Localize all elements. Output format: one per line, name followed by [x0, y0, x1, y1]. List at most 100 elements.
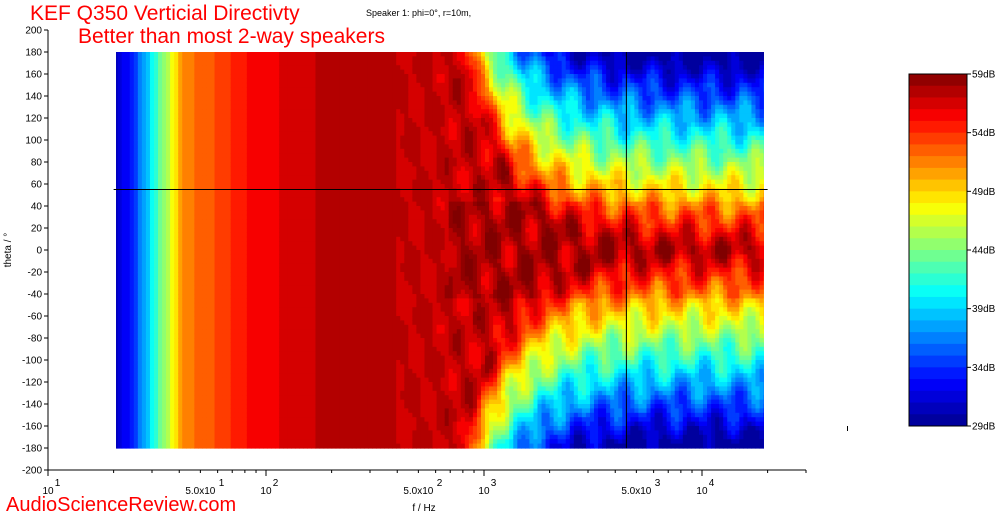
heatmap-cell	[238, 412, 244, 418]
heatmap-cell	[210, 417, 216, 423]
heatmap-cell	[141, 210, 147, 216]
heatmap-cell	[230, 355, 236, 361]
heatmap-cell	[307, 289, 313, 295]
heatmap-cell	[275, 87, 280, 93]
heatmap-cell	[291, 104, 296, 110]
heatmap-cell	[275, 232, 280, 238]
heatmap-cell	[262, 197, 268, 203]
heatmap-cell	[125, 258, 131, 264]
heatmap-cell	[149, 135, 155, 141]
heatmap-cell	[145, 404, 151, 409]
heatmap-cell	[214, 377, 220, 383]
heatmap-cell	[335, 126, 341, 132]
heatmap-cell	[291, 52, 296, 57]
heatmap-cell	[202, 342, 208, 348]
heatmap-cell	[315, 364, 321, 370]
heatmap-cell	[331, 232, 337, 238]
heatmap-cell	[137, 91, 143, 97]
heatmap-cell	[226, 324, 232, 330]
heatmap-cell	[246, 223, 252, 229]
heatmap-cell	[141, 298, 147, 304]
heatmap-cell	[226, 346, 232, 352]
heatmap-cell	[319, 153, 325, 159]
heatmap-cell	[254, 276, 260, 282]
heatmap-cell	[279, 232, 284, 238]
heatmap-cell	[315, 443, 321, 449]
heatmap-cell	[238, 404, 244, 409]
heatmap-cell	[311, 302, 317, 308]
heatmap-cell	[267, 351, 272, 357]
heatmap-cell	[262, 316, 268, 321]
heatmap-cell	[153, 360, 159, 365]
heatmap-cell	[218, 382, 224, 387]
heatmap-cell	[246, 329, 252, 335]
heatmap-cell	[182, 280, 187, 286]
heatmap-cell	[335, 113, 341, 119]
heatmap-cell	[222, 390, 228, 396]
heatmap-cell	[258, 126, 264, 132]
heatmap-cell	[166, 214, 171, 220]
heatmap-cell	[170, 294, 175, 299]
heatmap-cell	[303, 78, 308, 84]
heatmap-cell	[182, 258, 187, 264]
heatmap-cell	[214, 360, 220, 365]
heatmap-cell	[174, 223, 179, 229]
heatmap-cell	[198, 250, 204, 255]
heatmap-cell	[125, 250, 131, 255]
heatmap-cell	[214, 254, 220, 260]
heatmap-cell	[121, 104, 127, 110]
heatmap-cell	[121, 210, 127, 216]
heatmap-cell	[234, 289, 240, 295]
heatmap-cell	[141, 364, 147, 370]
heatmap-cell	[291, 96, 296, 101]
heatmap-cell	[291, 175, 296, 181]
heatmap-cell	[206, 60, 212, 66]
heatmap-cell	[158, 179, 163, 185]
heatmap-cell	[262, 52, 268, 57]
heatmap-cell	[116, 104, 119, 110]
heatmap-cell	[267, 338, 272, 343]
heatmap-cell	[121, 276, 127, 282]
heatmap-cell	[226, 223, 232, 229]
heatmap-cell	[271, 201, 276, 207]
heatmap-cell	[327, 78, 333, 84]
heatmap-cell	[182, 285, 187, 291]
heatmap-cell	[258, 74, 264, 79]
heatmap-cell	[295, 109, 300, 115]
heatmap-cell	[295, 157, 300, 163]
heatmap-cell	[230, 386, 236, 392]
heatmap-cell	[206, 140, 212, 145]
heatmap-cell	[170, 56, 175, 62]
heatmap-cell	[327, 302, 333, 308]
heatmap-cell	[311, 201, 317, 207]
heatmap-cell	[178, 96, 183, 101]
heatmap-cell	[254, 184, 260, 189]
heatmap-cell	[170, 87, 175, 93]
heatmap-cell	[234, 113, 240, 119]
heatmap-cell	[121, 162, 127, 167]
heatmap-cell	[174, 91, 179, 97]
heatmap-cell	[287, 140, 292, 145]
heatmap-cell	[218, 421, 224, 427]
heatmap-cell	[137, 236, 143, 242]
heatmap-cell	[226, 307, 232, 313]
heatmap-cell	[315, 175, 321, 181]
heatmap-cell	[230, 192, 236, 198]
heatmap-cell	[295, 113, 300, 119]
heatmap-cell	[121, 135, 127, 141]
heatmap-cell	[133, 109, 139, 115]
heatmap-cell	[206, 52, 212, 57]
heatmap-cell	[226, 219, 232, 225]
heatmap-cell	[254, 87, 260, 93]
heatmap-cell	[133, 245, 139, 251]
heatmap-cell	[262, 87, 268, 93]
heatmap-cell	[226, 311, 232, 317]
heatmap-cell	[226, 135, 232, 141]
heatmap-cell	[194, 122, 199, 128]
heatmap-cell	[198, 272, 204, 277]
heatmap-cell	[250, 382, 256, 387]
heatmap-cell	[254, 294, 260, 299]
heatmap-cell	[238, 192, 244, 198]
heatmap-cell	[149, 192, 155, 198]
